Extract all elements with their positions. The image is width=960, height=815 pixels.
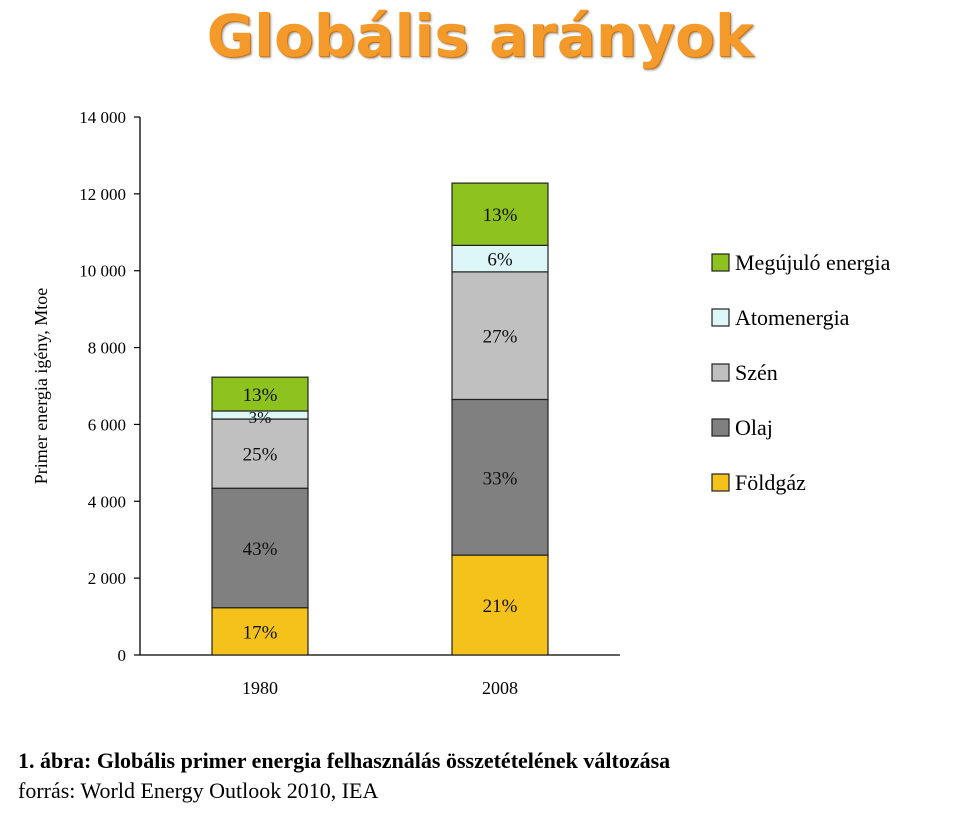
y-tick-label: 2 000 <box>88 569 126 588</box>
bar-data-label: 43% <box>243 539 278 560</box>
figure-source: forrás: World Energy Outlook 2010, IEA <box>18 778 379 803</box>
bar-data-label: 21% <box>483 596 518 617</box>
y-tick-label: 12 000 <box>79 185 126 204</box>
bar-segment <box>451 271 549 401</box>
chart-axes: 0 2 000 4 000 6 000 8 000 10 000 12 000 14 000 P… <box>31 108 620 698</box>
y-tick-label: 14 000 <box>79 108 126 127</box>
figure-caption: 1. ábra: Globális primer energia felhasz… <box>18 748 671 773</box>
legend-swatch <box>711 308 730 327</box>
bar-segment <box>451 244 549 273</box>
x-tick-label: 2008 <box>482 678 518 698</box>
bar-segment <box>211 376 309 412</box>
bar-data-label: 27% <box>483 327 518 348</box>
legend-swatch <box>711 473 730 492</box>
page-title: Globális arányok <box>206 2 754 70</box>
y-tick-label: 8 000 <box>88 339 126 358</box>
bar-data-label: 33% <box>483 468 518 489</box>
legend-label: Megújuló energia <box>735 250 891 275</box>
bar-segment <box>211 418 309 489</box>
bar-data-label: 13% <box>243 385 278 406</box>
chart-legend: Megújuló energia Atomenergia Szén Olaj Földg… <box>711 250 891 495</box>
bar-data-label: 6% <box>487 250 513 271</box>
y-tick-label: 6 000 <box>88 415 126 434</box>
legend-swatch <box>711 363 730 382</box>
bar-segment <box>451 182 549 246</box>
y-tick-label: 0 <box>118 646 127 665</box>
legend-label: Szén <box>735 360 778 385</box>
chart-bars: 17% 43% 25% 3% 13% 21% 33% 27% 6% 13% <box>211 182 549 656</box>
legend-label: Földgáz <box>735 470 806 495</box>
bar-data-label: 17% <box>243 622 278 643</box>
bar-segment <box>451 554 549 656</box>
bar-data-label: 13% <box>483 205 518 226</box>
bar-data-label: 25% <box>243 445 278 466</box>
legend-swatch <box>711 418 730 437</box>
stacked-bar-chart: 0 2 000 4 000 6 000 8 000 10 000 12 000 14 000 P… <box>31 108 891 698</box>
bar-segment <box>451 398 549 556</box>
x-tick-label: 1980 <box>242 678 278 698</box>
legend-swatch <box>711 253 730 272</box>
bar-data-label: 3% <box>249 408 272 427</box>
y-tick-label: 10 000 <box>79 262 126 281</box>
legend-label: Atomenergia <box>735 305 850 330</box>
bar-segment <box>211 487 309 609</box>
legend-label: Olaj <box>735 415 773 440</box>
y-tick-label: 4 000 <box>88 492 126 511</box>
y-axis-label: Primer energia igény, Mtoe <box>31 288 51 484</box>
bar-segment <box>211 607 309 656</box>
